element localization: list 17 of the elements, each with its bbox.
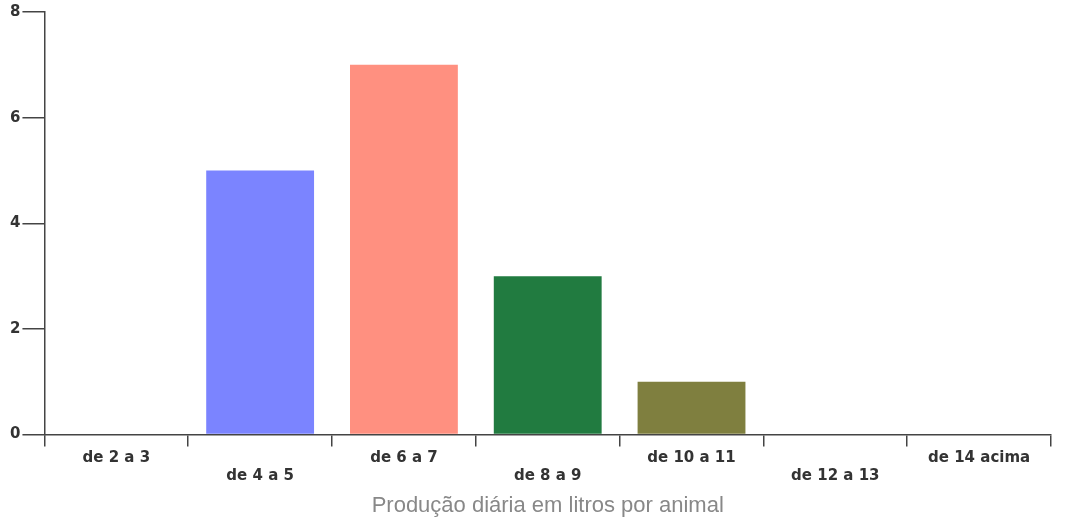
x-tick-label: de 10 a 11	[647, 448, 736, 467]
x-axis-title: Produção diária em litros por animal	[371, 491, 724, 517]
y-tick-label: 4	[10, 213, 21, 232]
y-tick-label: 8	[10, 1, 21, 20]
bar	[493, 276, 602, 434]
y-tick-label: 6	[10, 107, 21, 126]
bar	[206, 170, 315, 434]
bar	[350, 64, 458, 434]
x-tick-label: de 14 acima	[928, 448, 1031, 467]
y-tick-label: 2	[10, 318, 21, 337]
x-tick-label: de 2 a 3	[82, 448, 151, 467]
x-tick-label: de 6 a 7	[370, 448, 438, 467]
y-tick-label: 0	[10, 424, 21, 443]
bar	[637, 381, 746, 434]
x-tick-label: de 8 a 9	[513, 466, 582, 485]
x-tick-label: de 4 a 5	[226, 466, 294, 485]
x-tick-label: de 12 a 13	[791, 466, 880, 485]
